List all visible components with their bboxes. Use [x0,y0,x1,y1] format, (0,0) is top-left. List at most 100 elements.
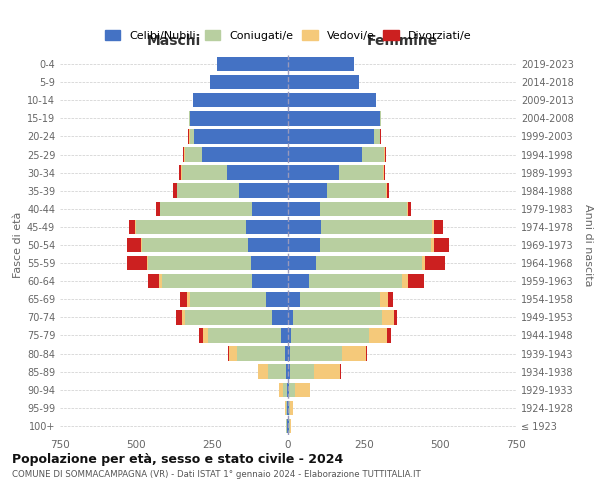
Bar [187,292,190,306]
Bar [161,274,252,288]
Bar [384,166,385,180]
Bar [382,310,394,324]
Bar [394,310,397,324]
Bar [160,202,252,216]
Bar [425,256,445,270]
Bar [380,292,388,306]
Bar [288,382,289,397]
Bar [288,166,339,180]
Bar [183,148,184,162]
Bar [142,238,248,252]
Bar [388,292,392,306]
Bar [339,166,383,180]
Text: Maschi: Maschi [147,34,201,48]
Bar [208,328,281,342]
Bar [182,310,185,324]
Bar [340,364,341,379]
Bar [288,400,289,415]
Bar [288,274,308,288]
Bar [146,256,148,270]
Bar [386,184,387,198]
Bar [190,292,266,306]
Bar [287,400,288,415]
Bar [290,418,291,433]
Bar [148,274,159,288]
Bar [289,418,290,433]
Bar [383,166,384,180]
Bar [370,328,387,342]
Bar [308,274,403,288]
Bar [178,184,239,198]
Bar [190,129,194,144]
Bar [288,220,322,234]
Bar [288,328,291,342]
Bar [316,256,422,270]
Bar [229,346,237,361]
Bar [288,202,320,216]
Bar [287,418,288,433]
Bar [217,57,288,72]
Bar [251,256,288,270]
Bar [287,382,288,397]
Bar [199,328,203,342]
Bar [288,184,327,198]
Bar [280,382,283,397]
Bar [203,328,208,342]
Bar [140,238,142,252]
Bar [320,238,431,252]
Bar [288,111,380,126]
Bar [239,184,288,198]
Bar [258,364,268,379]
Bar [156,202,160,216]
Bar [289,400,290,415]
Bar [403,274,409,288]
Bar [257,364,258,379]
Bar [185,310,272,324]
Bar [281,328,288,342]
Bar [288,292,299,306]
Bar [295,382,310,397]
Bar [286,400,287,415]
Bar [189,111,190,126]
Bar [248,238,288,252]
Bar [434,220,443,234]
Bar [127,238,140,252]
Bar [135,220,136,234]
Bar [407,202,409,216]
Bar [342,346,366,361]
Bar [314,364,340,379]
Bar [228,346,229,361]
Bar [176,310,182,324]
Bar [136,220,246,234]
Y-axis label: Anni di nascita: Anni di nascita [583,204,593,286]
Legend: Celibi/Nubili, Coniugati/e, Vedovi/e, Divorziati/e: Celibi/Nubili, Coniugati/e, Vedovi/e, Di… [105,30,471,41]
Bar [173,184,177,198]
Bar [252,202,288,216]
Bar [179,166,181,180]
Bar [159,274,161,288]
Bar [288,346,290,361]
Bar [283,382,287,397]
Bar [268,364,286,379]
Bar [322,220,433,234]
Bar [288,57,354,72]
Bar [189,129,190,144]
Bar [185,148,202,162]
Bar [288,75,359,90]
Bar [385,148,386,162]
Bar [288,148,362,162]
Bar [288,93,376,108]
Bar [184,148,185,162]
Bar [252,274,288,288]
Bar [380,111,382,126]
Bar [409,274,424,288]
Bar [182,166,227,180]
Bar [209,75,288,90]
Bar [190,111,288,126]
Bar [288,310,293,324]
Bar [387,328,391,342]
Bar [434,238,449,252]
Bar [288,418,289,433]
Bar [177,184,178,198]
Bar [431,238,434,252]
